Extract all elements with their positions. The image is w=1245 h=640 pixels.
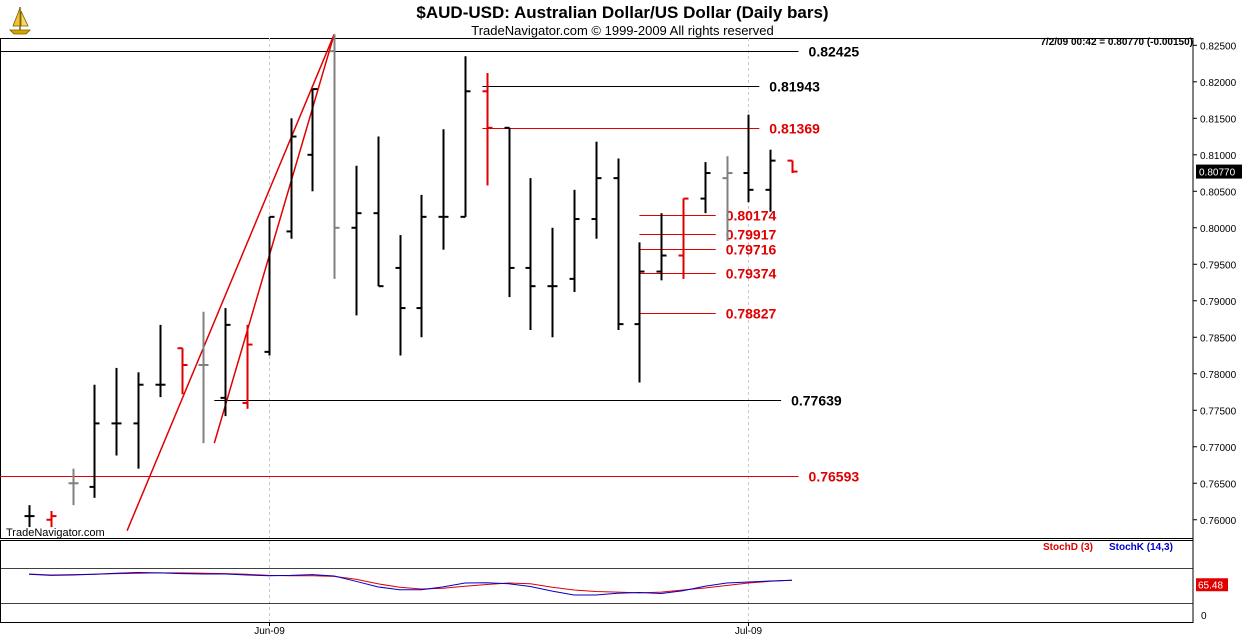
trade-navigator-logo-icon: [9, 7, 31, 35]
stoch-k-line: [28, 571, 793, 596]
level-label: 0.79374: [726, 266, 777, 282]
y-tick-label: 0.81000: [1200, 151, 1237, 162]
level-label: 0.76593: [809, 469, 860, 485]
y-tick-label: 0.76500: [1200, 479, 1237, 490]
y-tick-label: 0.80500: [1200, 187, 1237, 198]
level-label: 0.81943: [769, 79, 820, 95]
y-tick-label: 0.79000: [1200, 297, 1237, 308]
level-label: 0.80174: [726, 208, 777, 224]
trendline: [213, 34, 335, 444]
y-tick-label: 0.81500: [1200, 114, 1237, 125]
y-tick-label: 0.80000: [1200, 224, 1237, 235]
level-label: 0.79716: [726, 242, 777, 258]
y-tick-label: 0.82500: [1200, 41, 1237, 52]
level-label: 0.77639: [791, 393, 842, 409]
y-tick-label: 0.79500: [1200, 260, 1237, 271]
level-label: 0.81369: [769, 121, 820, 137]
y-tick-label: 0.82000: [1200, 78, 1237, 89]
last-price-box: [1196, 164, 1242, 179]
x-tick-label: Jul-09: [735, 626, 763, 637]
trendline: [126, 34, 335, 531]
osc-last-value-box: [1196, 578, 1228, 592]
level-label: 0.82425: [809, 44, 860, 60]
oscillator-plot-frame: [0, 540, 1194, 623]
y-tick-label: 0.77000: [1200, 443, 1237, 454]
y-tick-label: 0.76000: [1200, 516, 1237, 527]
main-plot-frame: [0, 38, 1194, 539]
y-tick-label: 0.78000: [1200, 370, 1237, 381]
chart-title: $AUD-USD: Australian Dollar/US Dollar (D…: [416, 3, 829, 22]
level-label: 0.79917: [726, 227, 777, 243]
osc-last-value-label: 65.48: [1198, 580, 1223, 591]
y-tick-label: 0.77500: [1200, 406, 1237, 417]
watermark-text: TradeNavigator.com: [6, 527, 105, 539]
chart-subtitle: TradeNavigator.com © 1999-2009 All right…: [471, 23, 774, 38]
osc-y-tick-label: 0: [1201, 611, 1207, 622]
x-tick-label: Jun-09: [254, 626, 285, 637]
quote-status: 7/2/09 00:42 = 0.80770 (-0.00150): [1040, 37, 1193, 48]
level-label: 0.78827: [726, 306, 777, 322]
stoch-d-legend: StochD (3): [1043, 542, 1093, 553]
y-tick-label: 0.78500: [1200, 333, 1237, 344]
stoch-k-legend: StochK (14,3): [1109, 542, 1173, 553]
last-price-label: 0.80770: [1199, 168, 1236, 179]
